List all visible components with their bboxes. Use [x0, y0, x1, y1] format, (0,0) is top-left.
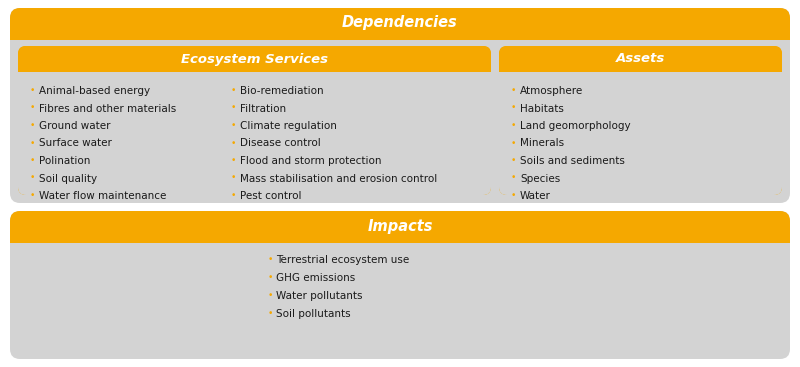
- Text: •: •: [30, 156, 35, 165]
- FancyBboxPatch shape: [10, 8, 790, 203]
- Text: •: •: [30, 121, 35, 130]
- Text: •: •: [30, 174, 35, 182]
- Text: Polination: Polination: [39, 156, 90, 166]
- Text: •: •: [231, 191, 236, 200]
- Text: Climate regulation: Climate regulation: [240, 121, 337, 131]
- Text: Flood and storm protection: Flood and storm protection: [240, 156, 382, 166]
- Text: •: •: [30, 86, 35, 95]
- Text: Assets: Assets: [616, 52, 665, 65]
- Text: Ecosystem Services: Ecosystem Services: [181, 52, 328, 65]
- Text: Water flow maintenance: Water flow maintenance: [39, 191, 166, 201]
- Text: Soil quality: Soil quality: [39, 174, 97, 184]
- Text: Fibres and other materials: Fibres and other materials: [39, 103, 176, 113]
- FancyBboxPatch shape: [18, 72, 491, 195]
- Bar: [10, 226, 790, 243]
- Text: •: •: [30, 103, 35, 113]
- Text: Dependencies: Dependencies: [342, 15, 458, 30]
- FancyBboxPatch shape: [10, 8, 790, 38]
- Text: Minerals: Minerals: [520, 138, 564, 149]
- Text: Animal-based energy: Animal-based energy: [39, 86, 150, 96]
- FancyBboxPatch shape: [499, 46, 782, 72]
- Bar: [499, 72, 782, 133]
- FancyBboxPatch shape: [10, 211, 790, 359]
- Text: •: •: [231, 121, 236, 130]
- Text: Filtration: Filtration: [240, 103, 286, 113]
- Text: •: •: [231, 174, 236, 182]
- Text: Species: Species: [520, 174, 560, 184]
- Text: •: •: [511, 174, 516, 182]
- Text: Ground water: Ground water: [39, 121, 110, 131]
- Text: Pest control: Pest control: [240, 191, 302, 201]
- Bar: [499, 59, 782, 74]
- Bar: [10, 23, 790, 40]
- Text: •: •: [231, 103, 236, 113]
- Bar: [18, 72, 491, 133]
- FancyBboxPatch shape: [18, 46, 491, 195]
- Text: •: •: [267, 255, 273, 264]
- Text: •: •: [511, 156, 516, 165]
- Text: Atmosphere: Atmosphere: [520, 86, 583, 96]
- Text: •: •: [511, 138, 516, 148]
- Text: Water: Water: [520, 191, 551, 201]
- Text: •: •: [231, 156, 236, 165]
- FancyBboxPatch shape: [499, 46, 782, 195]
- Text: Land geomorphology: Land geomorphology: [520, 121, 630, 131]
- Text: Water pollutants: Water pollutants: [277, 291, 363, 301]
- FancyBboxPatch shape: [499, 72, 782, 195]
- Text: Surface water: Surface water: [39, 138, 112, 149]
- Text: Mass stabilisation and erosion control: Mass stabilisation and erosion control: [240, 174, 437, 184]
- FancyBboxPatch shape: [10, 211, 790, 241]
- Text: Soils and sediments: Soils and sediments: [520, 156, 625, 166]
- FancyBboxPatch shape: [18, 46, 491, 72]
- Text: •: •: [511, 86, 516, 95]
- Bar: [18, 59, 491, 74]
- Text: •: •: [231, 138, 236, 148]
- Text: Disease control: Disease control: [240, 138, 321, 149]
- Text: •: •: [267, 309, 273, 318]
- Text: •: •: [231, 86, 236, 95]
- Text: •: •: [30, 191, 35, 200]
- Text: GHG emissions: GHG emissions: [277, 273, 356, 283]
- Text: •: •: [511, 121, 516, 130]
- Text: Impacts: Impacts: [367, 218, 433, 233]
- Text: •: •: [267, 291, 273, 300]
- Text: Soil pollutants: Soil pollutants: [277, 309, 351, 319]
- Text: •: •: [267, 273, 273, 282]
- Text: •: •: [511, 191, 516, 200]
- Text: Terrestrial ecosystem use: Terrestrial ecosystem use: [277, 255, 410, 265]
- Text: •: •: [511, 103, 516, 113]
- Text: •: •: [30, 138, 35, 148]
- Text: Bio-remediation: Bio-remediation: [240, 86, 323, 96]
- Text: Habitats: Habitats: [520, 103, 564, 113]
